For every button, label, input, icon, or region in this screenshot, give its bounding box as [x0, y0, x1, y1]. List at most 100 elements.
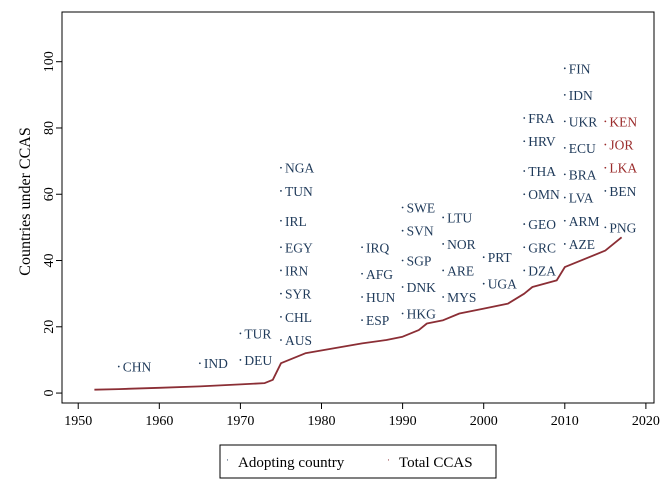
adopter-label-fin: FIN — [569, 61, 591, 76]
adopter-label-dza: DZA — [528, 263, 556, 278]
adopter-label-jor: JOR — [609, 138, 633, 153]
adopter-point-dza — [523, 269, 526, 272]
adopter-label-sgp: SGP — [407, 254, 432, 269]
legend-marker-adopting: · — [226, 455, 229, 465]
adopter-point-mys — [442, 296, 445, 298]
adopter-label-syr: SYR — [285, 287, 311, 302]
line-layer — [94, 236, 623, 391]
adopter-point-fin — [563, 67, 566, 70]
adopters-layer: CHN IND DEU TUR AUS CHL SYR IRN EGY IRL TUN NGA ESP H… — [117, 61, 637, 375]
adopter-label-irn: IRN — [285, 263, 309, 278]
adopter-point-syr — [280, 292, 282, 295]
adopter-point-uga — [482, 282, 485, 285]
adopter-point-hun — [361, 296, 363, 298]
adopter-point-hrv — [523, 140, 526, 143]
x-tick-label-1990: 1990 — [389, 414, 417, 429]
legend-label-total: Total CCAS — [399, 455, 473, 471]
adopter-label-ken: KEN — [609, 114, 637, 129]
adopter-point-aus — [280, 339, 282, 341]
plot-frame — [61, 11, 655, 404]
x-tick-label-2000: 2000 — [470, 414, 498, 429]
adopter-point-tun — [280, 190, 282, 192]
adopter-label-bra: BRA — [569, 167, 597, 182]
adopter-label-hun: HUN — [366, 290, 395, 305]
adopter-label-omn: OMN — [528, 187, 560, 202]
adopter-label-esp: ESP — [366, 313, 389, 328]
adopter-point-jor — [604, 143, 607, 146]
adopter-label-uga: UGA — [488, 277, 517, 292]
x-tick-label-1980: 1980 — [308, 414, 336, 429]
adopter-point-geo — [523, 223, 526, 225]
adopter-point-are — [442, 269, 445, 272]
adopter-point-ltu — [442, 216, 445, 219]
adopter-label-aze: AZE — [569, 237, 595, 252]
adopter-point-tur — [239, 332, 242, 335]
adopter-point-esp — [361, 319, 363, 322]
adopter-label-mys: MYS — [447, 290, 476, 305]
x-tick-label-1960: 1960 — [145, 414, 173, 429]
legend-marker-total: · — [387, 455, 390, 465]
adopter-label-irl: IRL — [285, 214, 307, 229]
y-tick-label-100: 100 — [42, 51, 57, 72]
adopter-label-ecu: ECU — [569, 141, 596, 156]
adopter-point-deu — [239, 359, 242, 361]
adopter-point-ecu — [563, 146, 566, 149]
adopter-point-fra — [523, 117, 526, 119]
adopter-label-dnk: DNK — [407, 280, 436, 295]
x-tick-label-1970: 1970 — [226, 414, 254, 429]
adopter-point-hkg — [401, 312, 404, 315]
adopter-point-ken — [604, 120, 607, 123]
adopter-point-prt — [482, 256, 485, 259]
adopter-point-png — [604, 226, 607, 229]
adopter-point-nor — [442, 243, 445, 245]
adopter-label-fra: FRA — [528, 111, 555, 126]
adopter-point-egy — [280, 246, 282, 249]
adopter-point-svn — [401, 229, 404, 232]
adopter-point-dnk — [401, 286, 404, 288]
adopter-label-svn: SVN — [407, 224, 434, 239]
adopter-label-lva: LVA — [569, 191, 594, 206]
legend: · Adopting country · Total CCAS — [219, 444, 497, 479]
adopter-point-chn — [117, 365, 120, 368]
adopter-label-tur: TUR — [244, 326, 271, 341]
axes-layer: 1950 1960 1970 1980 1990 2000 2010 2020 0 20 40 60 8… — [42, 11, 660, 429]
legend-box — [219, 444, 497, 479]
adopter-label-tun: TUN — [285, 184, 313, 199]
adopter-label-swe: SWE — [407, 201, 436, 216]
y-tick-label-80: 80 — [42, 121, 57, 135]
adopter-label-hkg: HKG — [407, 307, 436, 322]
adopter-point-aze — [563, 243, 566, 245]
y-tick-label-60: 60 — [42, 187, 57, 201]
adopter-label-ind: IND — [204, 356, 228, 371]
adopter-point-chl — [280, 315, 282, 318]
x-tick-label-2020: 2020 — [632, 414, 660, 429]
legend-label-adopting: Adopting country — [238, 455, 345, 471]
adopter-label-geo: GEO — [528, 217, 556, 232]
adopter-label-hrv: HRV — [528, 134, 556, 149]
adopter-point-ukr — [563, 120, 566, 123]
adopter-point-ben — [604, 190, 607, 192]
y-tick-label-20: 20 — [42, 320, 57, 334]
adopter-point-grc — [523, 246, 526, 249]
adopter-label-deu: DEU — [244, 353, 272, 368]
y-tick-label-40: 40 — [42, 254, 57, 268]
adopter-point-bra — [563, 173, 566, 176]
adopter-label-are: ARE — [447, 263, 474, 278]
adopter-point-omn — [523, 193, 526, 196]
adopter-point-afg — [361, 272, 363, 275]
x-tick-label-1950: 1950 — [64, 414, 92, 429]
y-axis-title: Countries under CCAS — [17, 127, 34, 275]
series-line-total-ccas — [94, 236, 623, 391]
adopter-label-egy: EGY — [285, 240, 313, 255]
adopter-label-prt: PRT — [488, 250, 513, 265]
adopter-label-png: PNG — [609, 220, 636, 235]
y-tick-label-0: 0 — [42, 390, 57, 397]
adopter-label-nga: NGA — [285, 161, 314, 176]
adopter-label-ben: BEN — [609, 184, 636, 199]
adopter-point-swe — [401, 206, 404, 209]
adopter-point-sgp — [401, 259, 404, 262]
adopter-label-arm: ARM — [569, 214, 600, 229]
adopter-point-lka — [604, 166, 607, 169]
adopter-label-ukr: UKR — [569, 114, 598, 129]
